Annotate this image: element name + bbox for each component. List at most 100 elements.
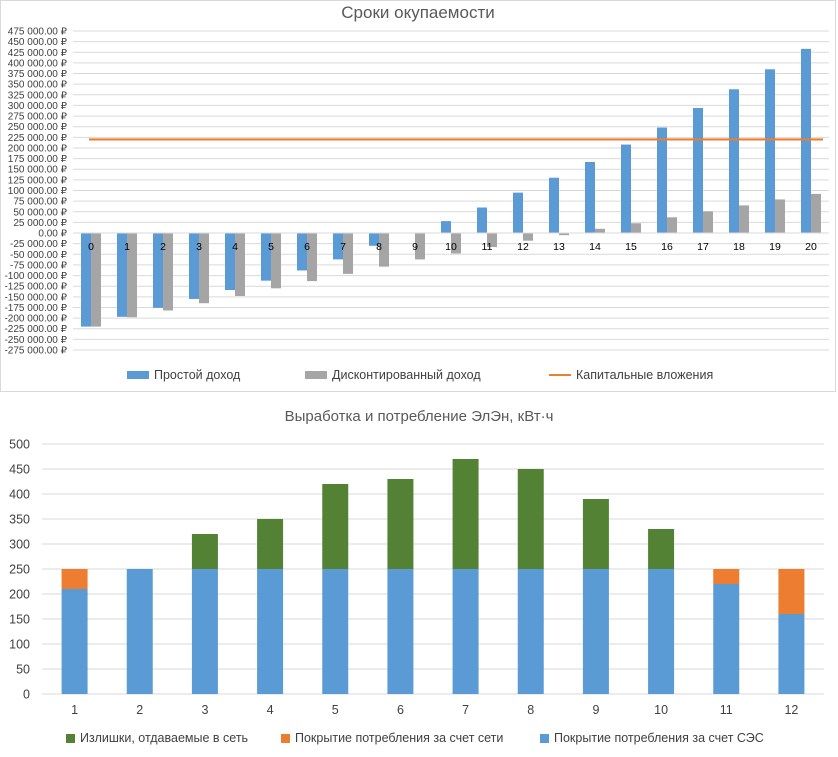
legend-label-discounted: Дисконтированный доход bbox=[332, 368, 481, 382]
payback-chart: Сроки окупаемости 475 000.00 ₽450 000.00… bbox=[0, 0, 836, 392]
bar-simple-income bbox=[801, 48, 811, 234]
x-tick-label: 9 bbox=[412, 241, 418, 253]
bar-ses-cover bbox=[322, 569, 349, 694]
y-tick-label: 25 000.00 ₽ bbox=[13, 218, 67, 229]
bar-ses-cover bbox=[582, 569, 609, 694]
bar-simple-income bbox=[189, 233, 199, 299]
x-tick-label: 9 bbox=[592, 703, 599, 717]
legend-swatch-grid-cover bbox=[281, 733, 290, 743]
bar-grid-cover bbox=[778, 569, 805, 614]
legend-label-simple: Простой доход bbox=[154, 368, 241, 382]
x-tick-label: 11 bbox=[720, 703, 733, 717]
legend-surplus: Излишки, отдаваемые в сеть bbox=[66, 731, 248, 745]
legend-label-capital: Капитальные вложения bbox=[576, 368, 714, 382]
payback-chart-plot: 475 000.00 ₽450 000.00 ₽425 000.00 ₽400 … bbox=[4, 27, 829, 357]
bar-simple-income bbox=[513, 192, 523, 234]
bar-surplus bbox=[452, 459, 479, 569]
y-tick-label: 350 bbox=[9, 513, 30, 527]
x-tick-label: 0 bbox=[88, 241, 94, 253]
bar-simple-income bbox=[261, 233, 271, 281]
bar-simple-income bbox=[657, 127, 667, 234]
bar-discounted-income bbox=[739, 205, 749, 234]
bar-ses-cover bbox=[387, 569, 414, 694]
bar-simple-income bbox=[621, 144, 631, 234]
bar-surplus bbox=[648, 529, 675, 569]
bar-simple-income bbox=[477, 207, 487, 234]
bar-simple-income bbox=[297, 233, 307, 271]
bar-discounted-income bbox=[523, 233, 533, 241]
y-tick-label: 75 000.00 ₽ bbox=[13, 197, 67, 208]
bar-grid-cover bbox=[61, 569, 88, 589]
bar-simple-income bbox=[333, 233, 343, 260]
bar-discounted-income bbox=[775, 199, 785, 234]
y-tick-label: 150 bbox=[9, 613, 30, 627]
y-tick-label: 125 000.00 ₽ bbox=[8, 175, 68, 186]
bar-discounted-income bbox=[163, 233, 173, 311]
y-tick-label: 250 000.00 ₽ bbox=[8, 122, 68, 133]
bar-discounted-income bbox=[235, 233, 245, 296]
x-tick-label: 7 bbox=[340, 241, 346, 253]
y-tick-label: 0 bbox=[23, 688, 30, 702]
bar-surplus bbox=[322, 484, 349, 569]
x-tick-label: 2 bbox=[160, 241, 166, 253]
x-tick-label: 18 bbox=[733, 241, 745, 253]
y-tick-label: 300 000.00 ₽ bbox=[8, 101, 68, 112]
legend-swatch-ses-cover bbox=[540, 733, 549, 743]
x-tick-label: 17 bbox=[697, 241, 709, 253]
x-tick-label: 19 bbox=[769, 241, 781, 253]
y-tick-label: -100 000.00 ₽ bbox=[4, 271, 67, 282]
bar-surplus bbox=[387, 479, 414, 569]
bar-simple-income bbox=[153, 233, 163, 308]
y-tick-label: -75 000.00 ₽ bbox=[10, 260, 68, 271]
y-tick-label: 450 000.00 ₽ bbox=[8, 37, 68, 48]
legend-swatch-discounted bbox=[305, 371, 327, 379]
x-tick-label: 5 bbox=[268, 241, 274, 253]
y-tick-label: 100 bbox=[9, 638, 30, 652]
y-tick-label: -50 000.00 ₽ bbox=[10, 250, 68, 261]
bar-simple-income bbox=[585, 162, 595, 234]
bar-simple-income bbox=[117, 233, 127, 317]
y-tick-label: 0.00 ₽ bbox=[38, 229, 67, 240]
x-tick-label: 4 bbox=[267, 703, 274, 717]
y-tick-label: 350 000.00 ₽ bbox=[8, 80, 68, 91]
y-tick-label: -25 000.00 ₽ bbox=[10, 239, 68, 250]
legend-swatch-surplus bbox=[66, 733, 75, 743]
bar-simple-income bbox=[549, 177, 559, 234]
x-tick-label: 8 bbox=[376, 241, 382, 253]
x-tick-label: 1 bbox=[124, 241, 130, 253]
y-tick-label: 175 000.00 ₽ bbox=[8, 154, 68, 165]
legend-ses-cover: Покрытие потребления за счет СЭС bbox=[540, 731, 764, 745]
x-tick-label: 16 bbox=[661, 241, 673, 253]
bar-simple-income bbox=[225, 233, 235, 291]
x-tick-label: 12 bbox=[517, 241, 529, 253]
bar-discounted-income bbox=[91, 233, 101, 327]
x-tick-label: 1 bbox=[71, 703, 78, 717]
energy-chart-title: Выработка и потребление ЭлЭн, кВт·ч bbox=[284, 408, 554, 425]
bar-discounted-income bbox=[127, 233, 137, 318]
y-tick-label: 500 bbox=[9, 438, 30, 452]
y-tick-label: -175 000.00 ₽ bbox=[4, 303, 67, 314]
y-tick-label: -150 000.00 ₽ bbox=[4, 292, 67, 303]
x-tick-label: 20 bbox=[805, 241, 817, 253]
bar-discounted-income bbox=[703, 211, 713, 234]
x-tick-label: 6 bbox=[397, 703, 404, 717]
bar-discounted-income bbox=[451, 233, 461, 254]
y-tick-label: -125 000.00 ₽ bbox=[4, 282, 67, 293]
bar-ses-cover bbox=[257, 569, 284, 694]
y-tick-label: 50 bbox=[16, 663, 30, 677]
legend-simple-income: Простой доход bbox=[127, 368, 240, 382]
bar-discounted-income bbox=[271, 233, 281, 289]
y-tick-label: 400 000.00 ₽ bbox=[8, 58, 68, 69]
y-tick-label: -225 000.00 ₽ bbox=[4, 324, 67, 335]
bar-discounted-income bbox=[559, 233, 569, 236]
legend-discounted-income: Дисконтированный доход bbox=[305, 368, 481, 382]
energy-chart: Выработка и потребление ЭлЭн, кВт·ч 0 50 1… bbox=[0, 398, 838, 757]
bar-ses-cover bbox=[648, 569, 675, 694]
bar-simple-income bbox=[441, 221, 451, 234]
y-tick-label: 100 000.00 ₽ bbox=[8, 186, 68, 197]
x-tick-label: 10 bbox=[445, 241, 457, 253]
bar-ses-cover bbox=[778, 614, 805, 694]
bar-discounted-income bbox=[631, 223, 641, 234]
y-tick-label: 50 000.00 ₽ bbox=[13, 207, 67, 218]
bar-discounted-income bbox=[307, 233, 317, 282]
